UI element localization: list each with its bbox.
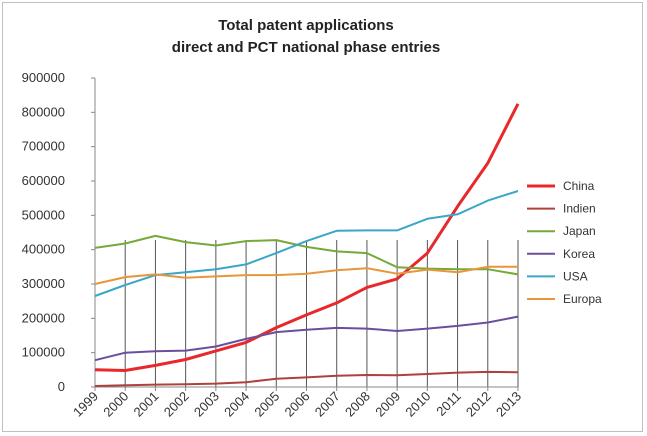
grid-lines [124,240,519,387]
x-tick-label: 2013 [493,389,524,420]
y-tick-label: 800000 [22,104,65,119]
y-tick-label: 500000 [22,207,65,222]
x-tick-label: 2012 [463,389,494,420]
x-tick-label: 1999 [70,389,101,420]
y-tick-label: 400000 [22,242,65,257]
series-lines [94,103,520,387]
series-line-korea [94,315,519,362]
x-tick-label: 2002 [161,389,192,420]
y-tick-label: 600000 [22,173,65,188]
chart-frame [2,2,643,432]
legend-label-korea: Korea [563,247,595,261]
x-tick-label: 2008 [342,389,373,420]
legend-label-europa: Europa [563,292,602,306]
legend-label-usa: USA [563,269,588,283]
x-tick-label: 2006 [282,389,313,420]
y-tick-label: 0 [58,379,65,394]
y-tick-label: 300000 [22,276,65,291]
series-line-indien [94,370,519,387]
y-tick-label: 200000 [22,310,65,325]
chart-title-line-1: Total patent applications [218,17,394,34]
x-tick-label: 2007 [312,389,343,420]
series-line-japan [94,234,519,276]
y-tick-label: 700000 [22,139,65,154]
series-line-usa [94,190,519,297]
series-line-china [94,103,520,372]
chart-title-line-2: direct and PCT national phase entries [172,39,440,56]
legend: China Indien Japan Korea USA Europa [527,179,602,306]
x-tick-label: 2003 [191,389,222,420]
y-axis-ticks: 0 100000 200000 300000 400000 500000 600000 700… [22,70,95,394]
x-tick-label: 2001 [130,389,161,420]
y-tick-label: 100000 [22,345,65,360]
x-axis-ticks: 1999 2000 2001 2002 2003 2004 2005 2006 2007 2008… [70,387,524,420]
x-tick-label: 2010 [402,389,433,420]
legend-label-china: China [563,179,595,193]
legend-label-indien: Indien [563,202,596,216]
series-line-europa [94,265,518,285]
legend-label-japan: Japan [563,224,596,238]
y-tick-label: 900000 [22,70,65,85]
x-tick-label: 2009 [372,389,403,420]
x-tick-label: 2000 [100,389,131,420]
x-tick-label: 2004 [221,389,252,420]
x-tick-label: 2005 [251,389,282,420]
x-tick-label: 2011 [433,389,463,419]
